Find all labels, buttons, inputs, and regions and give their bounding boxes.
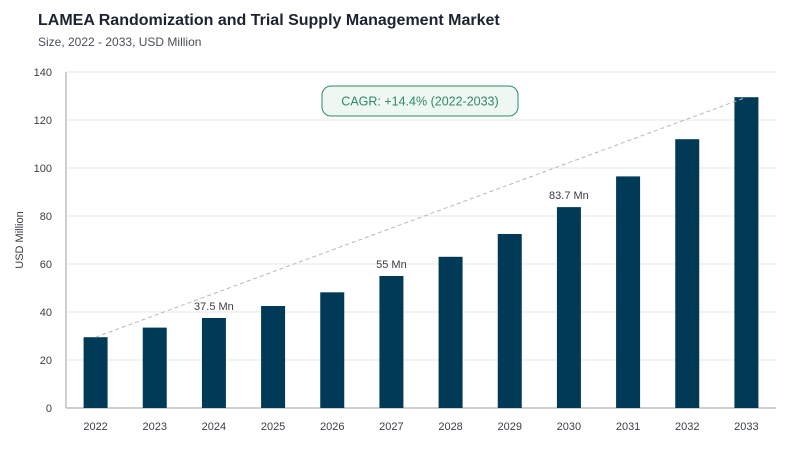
y-tick-label: 0	[46, 403, 52, 415]
cagr-label: CAGR: +14.4% (2022-2033)	[341, 95, 498, 109]
x-tick-label: 2028	[438, 421, 462, 433]
data-label: 37.5 Mn	[194, 301, 234, 313]
bar	[201, 318, 226, 408]
chart-title: LAMEA Randomization and Trial Supply Man…	[38, 12, 500, 29]
data-label: 55 Mn	[376, 259, 407, 271]
bar	[83, 337, 108, 408]
grid-lines	[66, 71, 776, 361]
trend	[95, 96, 747, 338]
bars	[83, 97, 759, 408]
y-tick-label: 100	[34, 163, 52, 175]
bar	[261, 306, 286, 408]
y-tick-label: 140	[34, 67, 52, 79]
x-tick-label: 2025	[261, 421, 285, 433]
x-tick-label: 2024	[202, 421, 226, 433]
data-labels: 37.5 Mn 55 Mn 83.7 Mn	[194, 190, 589, 313]
y-axis-label: USD Million	[14, 211, 26, 268]
bar	[379, 276, 404, 408]
x-tick-label: 2023	[143, 421, 167, 433]
cagr-annotation: CAGR: +14.4% (2022-2033)	[321, 85, 519, 117]
y-tick-label: 20	[40, 355, 52, 367]
trend-line	[95, 96, 747, 338]
x-tick-label: 2032	[675, 421, 699, 433]
bar	[142, 327, 167, 408]
bar	[497, 234, 522, 408]
bar	[675, 139, 700, 408]
axes: 0 20 40 60 80 100 120 140 USD Million 2022 2023 202…	[14, 67, 776, 433]
y-tick-label: 120	[34, 115, 52, 127]
x-tick-label: 2030	[557, 421, 581, 433]
data-label: 83.7 Mn	[549, 190, 589, 202]
x-tick-label: 2026	[320, 421, 344, 433]
cagr-box	[321, 85, 519, 117]
x-tick-label: 2033	[734, 421, 758, 433]
x-tick-label: 2027	[379, 421, 403, 433]
x-tick-label: 2031	[616, 421, 640, 433]
bar	[616, 176, 641, 408]
y-tick-label: 40	[40, 307, 52, 319]
bar	[438, 256, 463, 408]
chart-subtitle: Size, 2022 - 2033, USD Million	[38, 35, 202, 49]
x-tick-label: 2029	[498, 421, 522, 433]
y-tick-label: 80	[40, 211, 52, 223]
x-tick-label: 2022	[83, 421, 107, 433]
bar	[734, 97, 759, 408]
bar	[556, 207, 581, 408]
y-tick-label: 60	[40, 259, 52, 271]
bar	[320, 292, 345, 408]
